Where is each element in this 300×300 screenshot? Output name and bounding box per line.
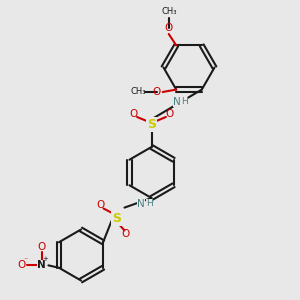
Text: O: O	[96, 200, 105, 210]
Text: O: O	[38, 242, 46, 252]
Text: H: H	[181, 97, 188, 106]
Text: CH₃: CH₃	[161, 7, 176, 16]
Text: ⁻: ⁻	[23, 256, 28, 265]
Text: S: S	[147, 118, 156, 131]
Text: O: O	[17, 260, 26, 270]
Text: CH₃: CH₃	[130, 88, 146, 97]
Text: O: O	[165, 109, 174, 119]
Text: O: O	[129, 109, 138, 119]
Text: N: N	[37, 260, 46, 270]
Text: O: O	[165, 23, 173, 33]
Text: H: H	[146, 199, 153, 208]
Text: N: N	[137, 199, 145, 209]
Text: O: O	[153, 87, 161, 97]
Text: +: +	[43, 256, 48, 262]
Text: O: O	[122, 229, 130, 239]
Text: S: S	[112, 212, 122, 225]
Text: N: N	[173, 97, 181, 106]
